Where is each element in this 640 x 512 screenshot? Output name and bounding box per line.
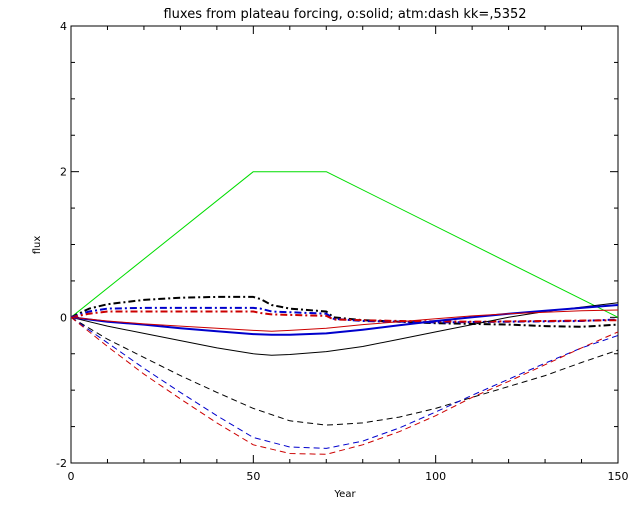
x-tick-label: 0: [68, 470, 75, 483]
y-tick-label: 0: [60, 311, 67, 324]
x-tick-label: 100: [425, 470, 446, 483]
chart-title: fluxes from plateau forcing, o:solid; at…: [163, 7, 526, 22]
x-tick-label: 150: [608, 470, 629, 483]
series-line-8: [70, 316, 619, 426]
series-line-10: [70, 316, 619, 455]
series-line-2: [70, 295, 619, 328]
y-tick-label: 2: [60, 166, 67, 179]
series-group: [70, 171, 619, 455]
series-line-5: [70, 302, 619, 356]
y-tick-label: -2: [56, 457, 67, 470]
series-line-1: [70, 171, 619, 318]
y-tick-label: 4: [60, 20, 67, 33]
plot-frame: [70, 25, 619, 464]
x-tick-label: 50: [246, 470, 260, 483]
x-axis-label: Year: [333, 489, 356, 500]
series-line-3: [70, 306, 619, 324]
y-axis-label: flux: [32, 236, 43, 255]
series-line-4: [70, 310, 619, 323]
series-line-7: [70, 309, 619, 332]
series-line-9: [70, 316, 619, 449]
